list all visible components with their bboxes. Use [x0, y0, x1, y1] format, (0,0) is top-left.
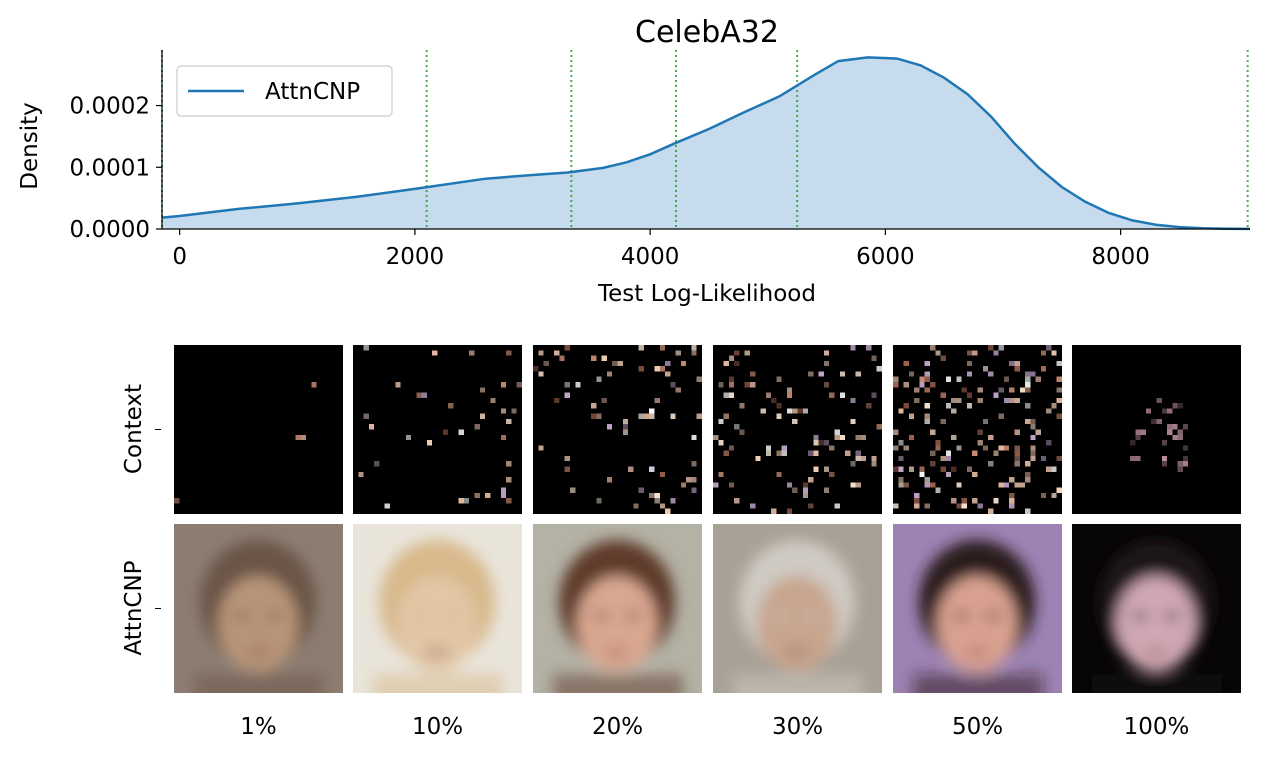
prediction-image-2 [533, 524, 702, 693]
context-image-3 [713, 345, 882, 514]
density-area-0 [162, 57, 1250, 230]
prediction-image-1 [353, 524, 522, 693]
column-label-2: 20% [591, 714, 644, 740]
row-tick-attncnp [155, 608, 161, 609]
density-line-0 [161, 56, 1251, 231]
prediction-image-5 [1072, 524, 1241, 693]
y-tick-label-2: 0.0002 [70, 94, 150, 120]
x-tick-label-1: 2000 [386, 244, 445, 270]
y-tick-label-0: 0.0000 [70, 217, 150, 243]
prediction-image-0 [174, 524, 343, 693]
chart-title: CelebA32 [635, 15, 779, 50]
row-tick-context [155, 429, 161, 430]
prediction-image-3 [713, 524, 882, 693]
context-image-5 [1072, 345, 1241, 514]
x-tick-label-4: 8000 [1091, 244, 1150, 270]
column-label-0: 1% [240, 714, 277, 740]
density-chart: CelebA32 0 2000 4000 6000 8000 0.0000 0.0001 0.… [17, 15, 1251, 307]
context-image-4 [893, 345, 1062, 514]
column-label-1: 10% [411, 714, 464, 740]
y-axis-label: Density [17, 102, 43, 189]
x-axis-label: Test Log-Likelihood [597, 281, 816, 307]
row-label-context: Context [121, 383, 147, 475]
legend-label: AttnCNP [265, 79, 360, 105]
context-image-0 [174, 345, 343, 514]
context-image-2 [533, 345, 702, 514]
column-label-4: 50% [951, 714, 1004, 740]
x-tick-label-3: 6000 [856, 244, 915, 270]
plot-area: 0 2000 4000 6000 8000 0.0000 0.0001 0.0002 AttnC… [70, 50, 1251, 270]
x-tick-label-2: 4000 [621, 244, 680, 270]
column-label-3: 30% [771, 714, 824, 740]
prediction-image-4 [893, 524, 1062, 693]
row-label-attncnp: AttnCNP [121, 560, 147, 656]
y-tick-label-1: 0.0001 [70, 155, 150, 181]
x-tick-label-0: 0 [172, 244, 187, 270]
context-image-1 [353, 345, 522, 514]
column-label-5: 100% [1123, 714, 1190, 740]
legend-box [176, 65, 393, 117]
